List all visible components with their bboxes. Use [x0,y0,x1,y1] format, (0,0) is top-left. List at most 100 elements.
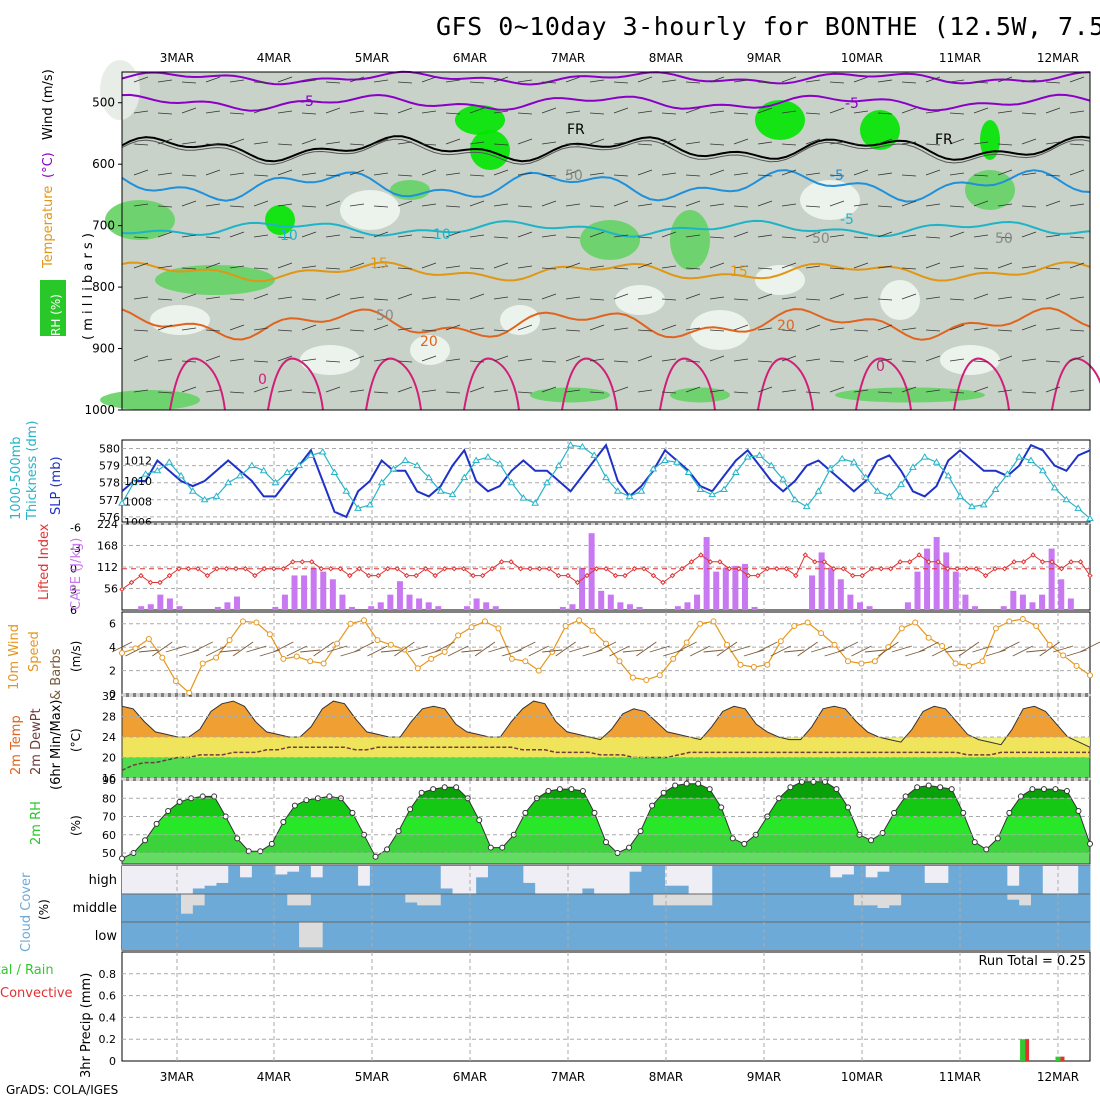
cloud-bar [1007,899,1020,922]
wind-barb [517,298,533,301]
wind-barb [1045,293,1061,300]
wind-barb [349,143,365,146]
contour-line-minus5-upper [121,70,1091,86]
lifted-index-point [242,566,249,572]
cape-bar [598,590,605,610]
contour-line-25 [757,357,814,411]
wind-barb [661,358,677,362]
wind-barb [733,358,749,362]
thickness-point [1062,495,1071,503]
wind-barb [301,172,317,176]
wind-barb [219,649,240,653]
wind-barb [637,203,653,207]
rh-point [672,782,679,789]
wind-barb [565,262,581,269]
cape-bar [607,594,614,610]
wind-barb [661,391,677,394]
wind-barb [397,327,413,331]
wind-barb [829,267,845,270]
wind-barb [784,649,805,653]
temp-tick-label: 16 [102,772,116,785]
cloud-gap [1066,866,1079,894]
wind-speed-point [172,678,179,685]
wind-barb [229,231,245,238]
wind-barb [757,327,773,331]
wind-speed-point [979,658,986,665]
wind-barb [661,112,677,115]
cloud-bar [287,871,300,894]
thickness-point [802,502,811,510]
thickness-point [495,459,504,467]
wind-barb [421,355,437,362]
lifted-index-point [119,586,125,593]
wind-barb [179,649,200,657]
contour-label: -5 [830,168,844,184]
wind-speed-point [898,625,905,632]
wind-speed-point [576,617,583,624]
lifted-index-point [698,552,704,558]
thickness-point [920,453,929,460]
lifted-index-point [593,566,600,572]
contour-label: 10 [280,228,298,244]
cloud-bar [499,922,513,950]
wind-barb [229,391,245,394]
cape-bar [166,598,173,610]
cloud-bar [192,922,206,950]
cloud-bar [971,922,985,950]
wind-barb [781,143,797,146]
rh-region [880,280,920,320]
wind-barb [445,79,461,83]
wind-barb [277,169,293,176]
cloud-gap [133,866,147,894]
wind-barb [878,641,899,657]
thickness-axis-label: 1000-500mb [9,436,24,520]
wind-barb [277,110,293,114]
cloud-gap [240,866,253,878]
wind-barb [925,143,941,146]
cloud-bar [1054,922,1067,950]
contour-label: -5 [840,212,854,228]
slp-tick-label: 1012 [124,455,152,468]
wind-barb [949,324,965,331]
wind-barb [541,174,557,177]
cape-bar [492,606,499,610]
lifted-index-point [897,559,903,565]
wind-barb [325,200,341,207]
cloud-bar [629,922,642,950]
wind-barb [301,205,317,208]
rh-point [879,829,886,836]
cape-tick-label: 224 [97,518,118,531]
wind-barb [397,200,413,207]
cloud-gap [546,866,560,894]
lifted-index-point [280,566,287,572]
wind-barb [229,205,245,208]
cloud-gap [865,894,879,906]
top-date-label: 8MAR [649,51,684,65]
cloud-level-label: high [89,873,117,888]
wind-barb [829,200,845,207]
thickness-point [271,478,280,486]
cape-bar [406,594,413,610]
cloud-bar [912,866,926,894]
wind-barb [901,141,917,145]
wind-barb [373,231,389,238]
cloud-bar [582,888,595,894]
wind-barb [205,262,221,269]
wind-barb [181,200,197,207]
lifted-index-point [755,572,761,579]
rh-point [245,848,252,855]
cape-bar [579,567,586,610]
contour-line-25 [365,357,422,411]
cloud-bar [511,922,524,950]
contour-line-minus5 [121,93,1091,112]
cloud-bar [1030,866,1044,894]
wind-barb [1045,360,1061,363]
wind-barb [925,296,941,300]
wind-barb [781,296,797,300]
rh-region [755,100,805,140]
cloud-gap [688,866,701,894]
cloud-gap [594,866,607,894]
wind-barb [397,234,413,238]
cloud-bar [133,922,147,950]
minmax-axis-label: (6hr Min/Max) [49,700,64,790]
